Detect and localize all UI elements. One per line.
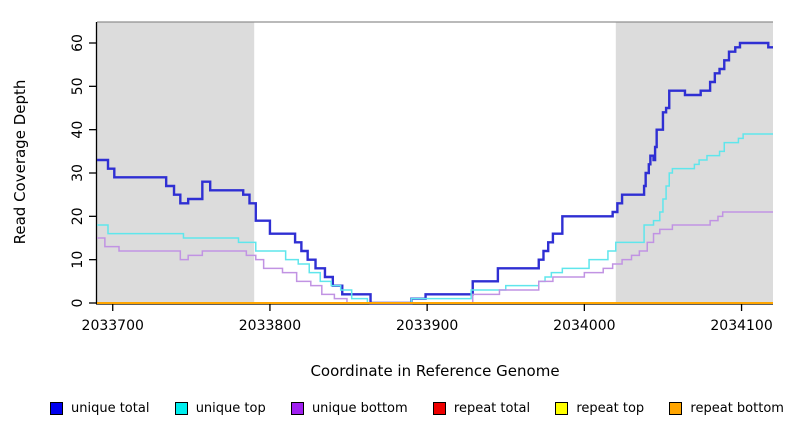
x-axis-title: Coordinate in Reference Genome bbox=[310, 362, 560, 380]
legend-swatch-repeat-bottom bbox=[669, 401, 683, 415]
legend-label-unique-bottom: unique bottom bbox=[311, 400, 408, 416]
y-axis-title: Read Coverage Depth bbox=[11, 79, 29, 245]
legend-swatch-unique-top bbox=[174, 401, 188, 415]
legend-item-repeat-bottom: repeat bottom bbox=[669, 401, 784, 416]
legend-label-repeat-total: repeat total bbox=[453, 400, 531, 416]
series-line-unique-total bbox=[97, 41, 773, 305]
legend-item-unique-top: unique top bbox=[174, 400, 266, 416]
y-tick-label: 30 bbox=[70, 164, 86, 182]
y-tick-label: 0 bbox=[70, 299, 86, 308]
x-tick-label: 2034100 bbox=[710, 318, 772, 334]
legend-label-repeat-bottom: repeat bottom bbox=[690, 400, 784, 416]
legend-swatch-repeat-top bbox=[555, 401, 569, 415]
legend: unique total unique top unique bottom repea… bbox=[50, 396, 784, 420]
y-tick-label: 60 bbox=[70, 34, 86, 52]
series-line-unique-bottom bbox=[97, 211, 773, 304]
legend-label-unique-top: unique top bbox=[195, 400, 266, 416]
legend-item-repeat-total: repeat total bbox=[432, 400, 531, 416]
shaded-region-2 bbox=[615, 22, 773, 304]
shaded-region-1 bbox=[97, 22, 255, 304]
y-tick-label: 10 bbox=[70, 251, 86, 269]
legend-label-unique-total: unique total bbox=[71, 400, 150, 416]
legend-swatch-unique-bottom bbox=[290, 401, 304, 415]
x-tick-label: 2034000 bbox=[553, 318, 615, 334]
x-tick-label: 2033700 bbox=[82, 318, 144, 334]
legend-label-repeat-top: repeat top bbox=[576, 400, 645, 416]
y-tick-label: 40 bbox=[70, 121, 86, 139]
y-tick-label: 50 bbox=[70, 77, 86, 95]
legend-item-unique-bottom: unique bottom bbox=[290, 400, 408, 416]
legend-item-repeat-top: repeat top bbox=[555, 401, 644, 416]
legend-swatch-unique-total bbox=[50, 401, 63, 415]
legend-swatch-repeat-total bbox=[432, 401, 446, 415]
legend-item-unique-total: unique total bbox=[50, 401, 149, 416]
series-line-unique-top bbox=[97, 133, 773, 304]
x-tick-label: 2033900 bbox=[396, 318, 458, 334]
x-tick-label: 2033800 bbox=[239, 318, 301, 334]
y-tick-label: 20 bbox=[70, 207, 86, 225]
